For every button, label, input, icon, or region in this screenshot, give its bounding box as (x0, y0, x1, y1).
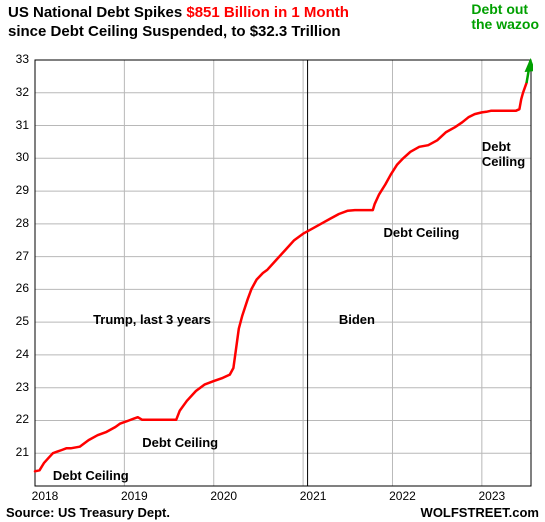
y-tick-label: 30 (5, 150, 29, 164)
chart-annotation: Debt Ceiling (53, 468, 129, 483)
source-label: Source: US Treasury Dept. (6, 505, 170, 520)
x-tick-label: 2023 (472, 489, 512, 503)
wazoo-line2: the wazoo (471, 16, 539, 32)
chart-title: US National Debt Spikes $851 Billion in … (8, 4, 349, 42)
y-tick-label: 22 (5, 412, 29, 426)
y-tick-label: 26 (5, 281, 29, 295)
chart-annotation: Debt Ceiling (384, 225, 460, 240)
x-tick-label: 2018 (25, 489, 65, 503)
chart-container: US National Debt Spikes $851 Billion in … (0, 0, 545, 522)
y-tick-label: 29 (5, 183, 29, 197)
chart-annotation: Debt Ceiling (482, 139, 525, 169)
title-line2: since Debt Ceiling Suspended, to $32.3 T… (8, 23, 341, 40)
y-tick-label: 23 (5, 380, 29, 394)
chart-svg (33, 58, 533, 488)
x-tick-label: 2020 (204, 489, 244, 503)
y-tick-label: 28 (5, 216, 29, 230)
brand-label: WOLFSTREET.com (421, 505, 539, 520)
title-part-a: US National Debt Spikes (8, 4, 186, 21)
x-tick-label: 2022 (382, 489, 422, 503)
x-tick-label: 2021 (293, 489, 333, 503)
wazoo-annotation: Debt out the wazoo (471, 2, 539, 33)
chart-annotation: Debt Ceiling (142, 435, 218, 450)
chart-annotation: Trump, last 3 years (93, 312, 211, 327)
y-tick-label: 27 (5, 249, 29, 263)
y-tick-label: 32 (5, 85, 29, 99)
title-part-b: $851 Billion in 1 Month (186, 4, 349, 21)
y-tick-label: 21 (5, 445, 29, 459)
y-tick-label: 33 (5, 52, 29, 66)
plot-area (33, 58, 533, 488)
x-tick-label: 2019 (114, 489, 154, 503)
y-tick-label: 25 (5, 314, 29, 328)
y-tick-label: 24 (5, 347, 29, 361)
y-tick-label: 31 (5, 118, 29, 132)
wazoo-line1: Debt out (471, 1, 528, 17)
chart-annotation: Biden (339, 312, 375, 327)
